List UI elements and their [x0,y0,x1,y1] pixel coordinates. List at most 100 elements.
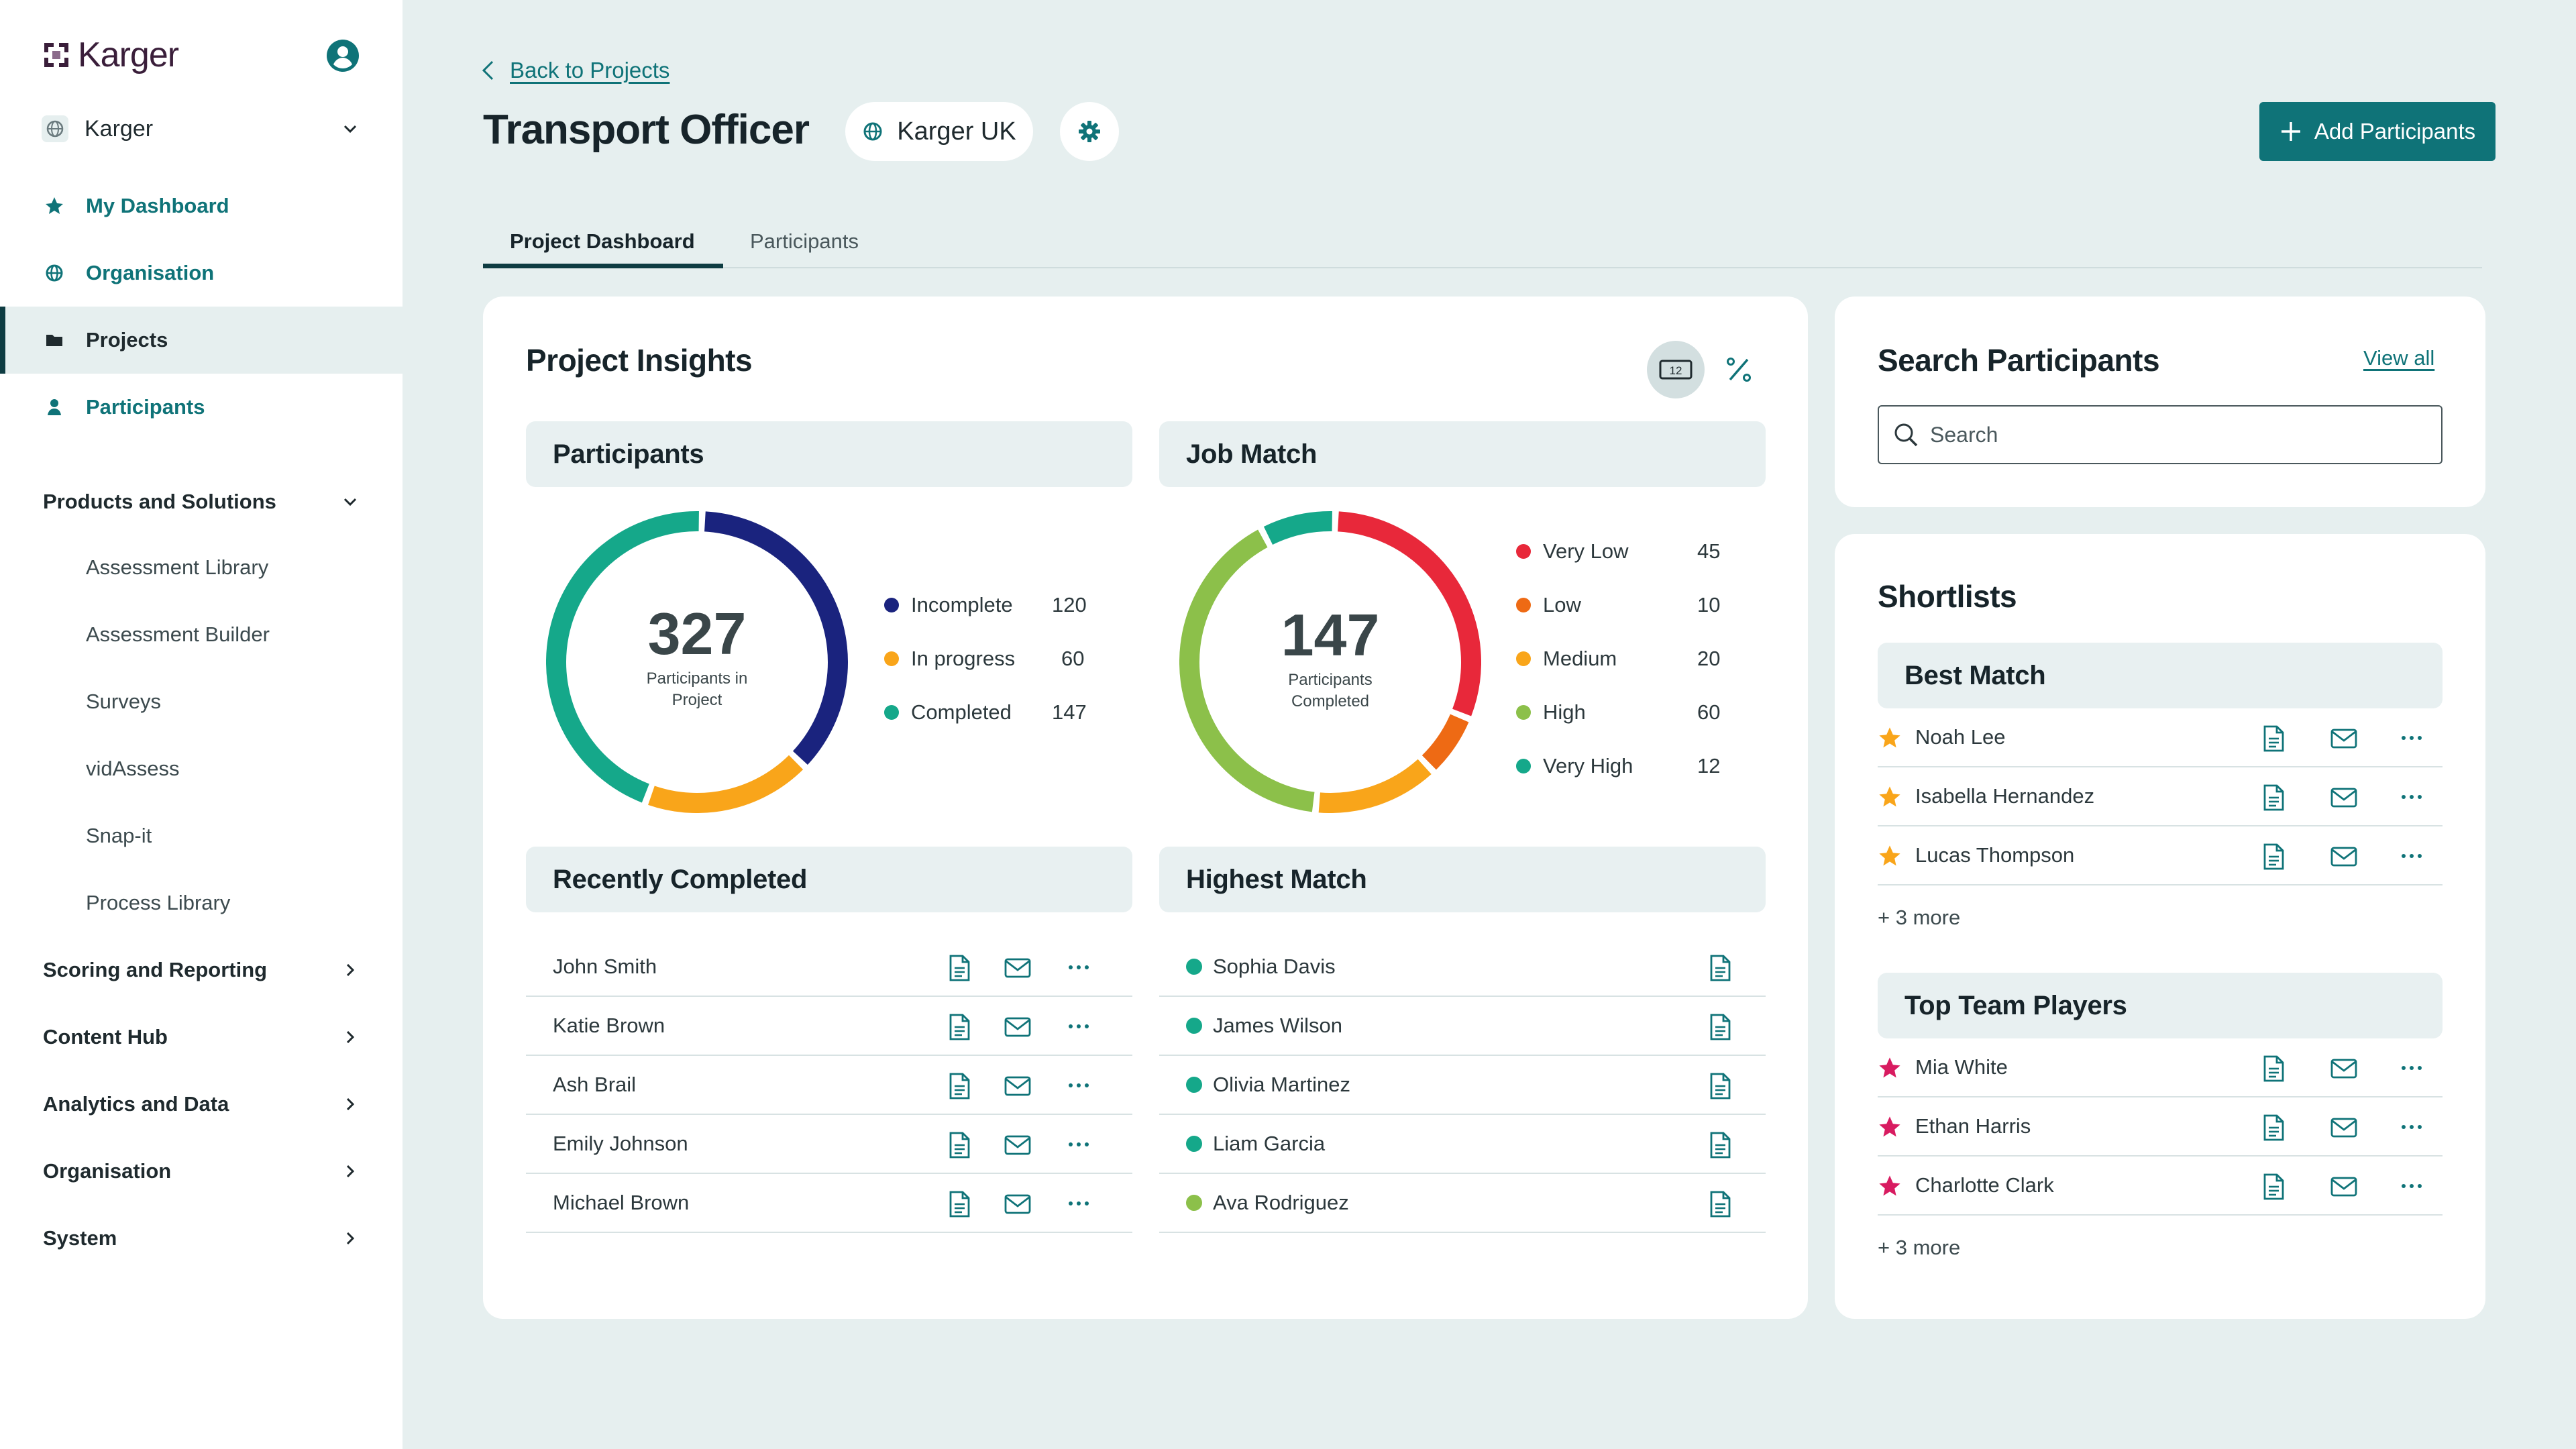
table-row[interactable]: Sophia Davis [1159,938,1766,997]
shortlist-group-header[interactable]: Best Match [1878,643,2443,708]
more-options-button[interactable] [2400,1182,2424,1190]
sub-item-assessment-builder[interactable]: Assessment Builder [86,623,270,646]
view-report-button[interactable] [947,1131,971,1159]
view-report-button[interactable] [947,1013,971,1041]
nav-projects[interactable]: Projects [0,307,402,374]
participant-name[interactable]: Katie Brown [553,1014,665,1037]
sub-item-assessment-library[interactable]: Assessment Library [86,555,269,579]
send-email-button[interactable] [1004,1134,1032,1157]
more-options-button[interactable] [2400,793,2424,801]
more-options-button[interactable] [1067,1022,1091,1030]
list-item[interactable]: Lucas Thompson [1878,826,2443,885]
view-report-button[interactable] [2261,784,2286,812]
tab-participants[interactable]: Participants [750,229,859,253]
section-organisation[interactable]: Organisation [43,1151,360,1191]
more-options-button[interactable] [2400,1123,2424,1131]
view-report-button[interactable] [1708,1013,1732,1041]
show-more-link[interactable]: + 3 more [1878,1236,1961,1259]
member-name[interactable]: Noah Lee [1915,725,2006,749]
back-to-projects-link[interactable]: Back to Projects [480,58,669,83]
table-row[interactable]: Katie Brown [526,997,1132,1056]
view-report-button[interactable] [2261,724,2286,753]
send-email-button[interactable] [1004,957,1032,979]
send-email-button[interactable] [1004,1193,1032,1216]
sub-item-snap-it[interactable]: Snap-it [86,824,152,847]
send-email-button[interactable] [1004,1075,1032,1097]
search-input[interactable] [1930,422,2426,447]
view-report-button[interactable] [947,954,971,982]
send-email-button[interactable] [2330,1057,2358,1080]
more-options-button[interactable] [1067,1081,1091,1089]
table-row[interactable]: John Smith [526,938,1132,997]
table-row[interactable]: Ava Rodriguez [1159,1174,1766,1233]
sub-item-vidassess[interactable]: vidAssess [86,757,180,780]
view-report-button[interactable] [2261,1173,2286,1201]
nav-participants[interactable]: Participants [0,374,402,441]
tab-project-dashboard[interactable]: Project Dashboard [510,229,695,253]
section-scoring-and-reporting[interactable]: Scoring and Reporting [43,950,360,990]
table-row[interactable]: Emily Johnson [526,1115,1132,1174]
participant-name[interactable]: Emily Johnson [553,1132,688,1155]
section-products-and-solutions[interactable]: Products and Solutions [43,482,360,522]
send-email-button[interactable] [2330,1116,2358,1139]
more-options-button[interactable] [2400,852,2424,860]
region-badge[interactable]: Karger UK [845,102,1033,161]
view-report-button[interactable] [1708,1072,1732,1100]
more-options-button[interactable] [2400,1064,2424,1072]
send-email-button[interactable] [1004,1016,1032,1038]
member-name[interactable]: Mia White [1915,1055,2008,1079]
view-report-button[interactable] [1708,1190,1732,1218]
view-report-button[interactable] [947,1190,971,1218]
list-item[interactable]: Charlotte Clark [1878,1157,2443,1216]
participant-name[interactable]: John Smith [553,955,657,978]
view-report-button[interactable] [1708,954,1732,982]
view-report-button[interactable] [2261,1114,2286,1142]
show-more-link[interactable]: + 3 more [1878,906,1961,929]
view-report-button[interactable] [2261,843,2286,871]
list-item[interactable]: Isabella Hernandez [1878,767,2443,826]
table-row[interactable]: Michael Brown [526,1174,1132,1233]
table-row[interactable]: Ash Brail [526,1056,1132,1115]
view-report-button[interactable] [1708,1131,1732,1159]
view-all-link[interactable]: View all [2363,346,2435,370]
more-options-button[interactable] [1067,963,1091,971]
sub-item-process-library[interactable]: Process Library [86,891,231,914]
section-system[interactable]: System [43,1218,360,1258]
brand-logo[interactable]: Karger [42,34,179,76]
shortlist-group-header[interactable]: Top Team Players [1878,973,2443,1038]
table-row[interactable]: James Wilson [1159,997,1766,1056]
table-row[interactable]: Olivia Martinez [1159,1056,1766,1115]
participant-name[interactable]: Liam Garcia [1213,1132,1326,1155]
send-email-button[interactable] [2330,727,2358,750]
org-selector[interactable]: Karger [42,111,360,147]
percent-view-toggle[interactable] [1721,352,1757,388]
nav-my-dashboard[interactable]: My Dashboard [0,172,402,239]
table-row[interactable]: Liam Garcia [1159,1115,1766,1174]
member-name[interactable]: Isabella Hernandez [1915,784,2095,808]
sub-item-surveys[interactable]: Surveys [86,690,161,713]
nav-organisation[interactable]: Organisation [0,239,402,307]
participant-name[interactable]: Sophia Davis [1213,955,1336,978]
section-content-hub[interactable]: Content Hub [43,1017,360,1057]
more-options-button[interactable] [1067,1140,1091,1148]
participant-name[interactable]: Ash Brail [553,1073,637,1096]
number-view-toggle[interactable]: 12 [1647,341,1705,398]
more-options-button[interactable] [2400,734,2424,742]
member-name[interactable]: Lucas Thompson [1915,843,2075,867]
participant-name[interactable]: Ava Rodriguez [1213,1191,1349,1214]
participant-name[interactable]: James Wilson [1213,1014,1342,1037]
more-options-button[interactable] [1067,1199,1091,1208]
view-report-button[interactable] [2261,1055,2286,1083]
user-avatar[interactable] [326,39,360,72]
section-analytics-and-data[interactable]: Analytics and Data [43,1084,360,1124]
search-box[interactable] [1878,405,2443,464]
project-settings-button[interactable] [1060,102,1119,161]
list-item[interactable]: Ethan Harris [1878,1097,2443,1157]
participant-name[interactable]: Olivia Martinez [1213,1073,1350,1096]
add-participants-button[interactable]: Add Participants [2259,102,2496,161]
view-report-button[interactable] [947,1072,971,1100]
member-name[interactable]: Charlotte Clark [1915,1173,2054,1197]
member-name[interactable]: Ethan Harris [1915,1114,2031,1138]
send-email-button[interactable] [2330,786,2358,809]
list-item[interactable]: Mia White [1878,1038,2443,1097]
